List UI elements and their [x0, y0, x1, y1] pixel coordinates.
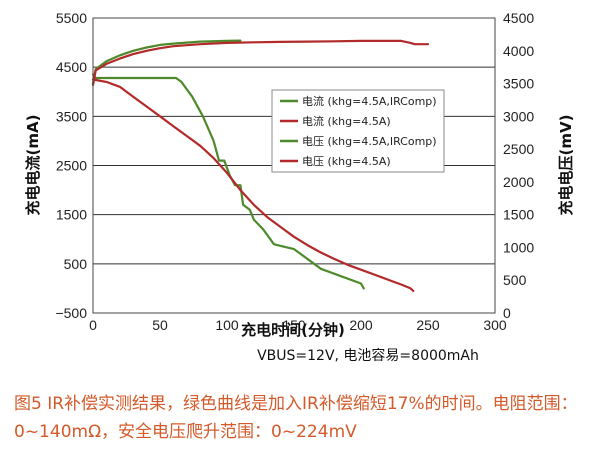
left-y-tick-label-3: 2500 — [56, 158, 87, 174]
right-y-tick-label-6: 1500 — [503, 207, 534, 223]
right-y-tick-label-7: 1000 — [503, 239, 534, 255]
right-y-tick-label-5: 2000 — [503, 174, 534, 190]
dual-axis-line-chart: 55004500350025001500500−5004500400035003… — [24, 10, 575, 364]
legend-label-2: 电流 (khg=4.5A) — [302, 114, 391, 128]
left-axis-title: 充电电流(mA) — [24, 115, 42, 216]
right-y-tick-label-2: 3500 — [503, 76, 534, 92]
legend-label-4: 电压 (khg=4.5A) — [302, 155, 391, 168]
right-y-tick-label-8: 500 — [503, 272, 527, 288]
left-y-tick-label-5: 500 — [64, 256, 88, 272]
x-tick-label-3: 150 — [282, 317, 306, 333]
series-line-1 — [91, 73, 365, 290]
figure-caption: 图5 IR补偿实测结果，绿色曲线是加入IR补偿缩短17%的时间。电阻范围：0~1… — [14, 394, 578, 442]
legend: 电流 (khg=4.5A,IRComp) 电流 (khg=4.5A) 电压 (k… — [271, 89, 445, 173]
test-condition-note: VBUS=12V, 电池容易=8000mAh — [257, 347, 479, 364]
tick-layer: 55004500350025001500500−5004500400035003… — [55, 10, 534, 333]
x-tick-label-5: 250 — [416, 317, 440, 333]
x-tick-label-6: 300 — [483, 317, 507, 333]
x-tick-label-4: 200 — [349, 317, 373, 333]
legend-label-1: 电流 (khg=4.5A,IRComp) — [302, 94, 437, 108]
right-y-tick-label-9: 0 — [503, 305, 511, 321]
plot-frame — [92, 17, 496, 314]
right-y-tick-label-4: 2500 — [503, 141, 534, 157]
right-y-tick-label-0: 4500 — [503, 10, 534, 26]
left-y-tick-label-1: 4500 — [56, 59, 87, 75]
x-tick-label-2: 100 — [215, 317, 239, 333]
series-line-4 — [91, 39, 430, 87]
series-line-2 — [91, 78, 415, 292]
x-tick-label-0: 0 — [89, 317, 97, 333]
right-y-tick-label-3: 3000 — [503, 108, 534, 124]
x-axis-title: 充电时间(分钟) — [241, 321, 345, 339]
series-line-3 — [91, 39, 242, 85]
legend-label-3: 电压 (khg=4.5A,IRComp) — [302, 135, 437, 148]
right-axis-title: 充电电压(mV) — [557, 115, 575, 216]
x-tick-label-1: 50 — [152, 317, 168, 333]
legend-box — [271, 89, 445, 173]
left-y-tick-label-4: 1500 — [56, 207, 87, 223]
left-y-tick-label-0: 5500 — [56, 10, 87, 26]
left-y-tick-label-2: 3500 — [56, 108, 87, 124]
right-y-tick-label-1: 4000 — [503, 43, 534, 59]
left-y-tick-label-6: −500 — [55, 305, 87, 321]
series-layer — [91, 39, 430, 292]
